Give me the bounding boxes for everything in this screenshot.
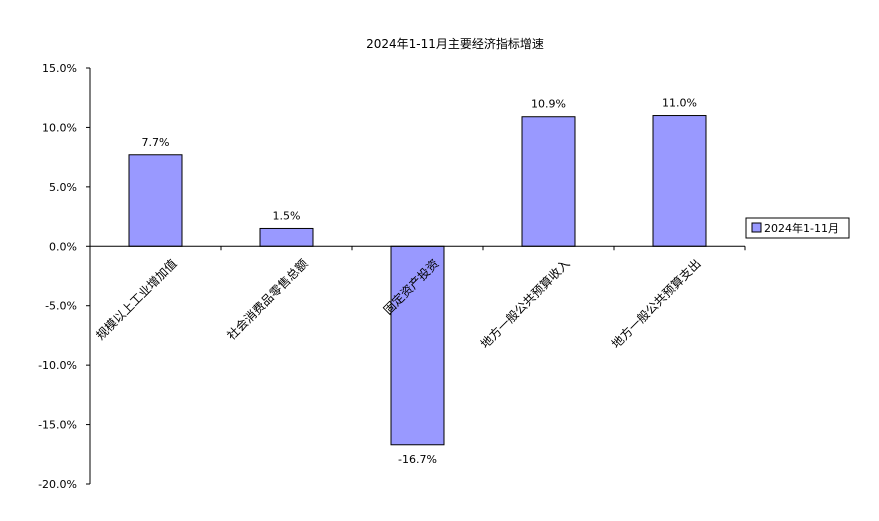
y-tick-label: 0.0% <box>49 240 77 253</box>
x-tick-label: 社会消费品零售总额 <box>224 256 311 343</box>
legend: 2024年1-11月 <box>745 217 850 239</box>
legend-box <box>745 217 850 239</box>
data-label: 1.5% <box>273 209 301 222</box>
data-label: 7.7% <box>142 136 170 149</box>
legend-swatch <box>751 222 762 233</box>
y-tick-label: -20.0% <box>38 478 77 491</box>
data-label: 11.0% <box>662 97 697 110</box>
bar <box>259 227 314 247</box>
bar <box>521 116 576 247</box>
data-label: 10.9% <box>531 98 566 111</box>
y-axis: 15.0% 10.0% 5.0% 0.0% -5.0% -10.0% -15.0% -20.0… <box>38 62 91 491</box>
bar <box>128 154 183 247</box>
legend-label: 2024年1-11月 <box>764 221 839 235</box>
bar <box>390 245 445 446</box>
y-tick-label: 5.0% <box>49 181 77 194</box>
x-tick-label: 地方一般公共预算收入 <box>477 256 572 351</box>
data-label: -16.7% <box>398 453 437 466</box>
x-tick-label: 规模以上工业增加值 <box>93 256 180 343</box>
x-tick-label: 地方一般公共预算支出 <box>608 256 703 351</box>
y-tick-label: -10.0% <box>38 359 77 372</box>
chart-title: 2024年1-11月主要经济指标增速 <box>366 36 544 51</box>
y-tick-label: -15.0% <box>38 419 77 432</box>
bar-series: 7.7% 1.5% -16.7% 10.9% 11.0% <box>128 97 707 466</box>
y-tick-label: 10.0% <box>42 121 77 134</box>
y-tick-label: -5.0% <box>45 300 77 313</box>
bar <box>652 115 707 247</box>
y-tick-label: 15.0% <box>42 62 77 75</box>
